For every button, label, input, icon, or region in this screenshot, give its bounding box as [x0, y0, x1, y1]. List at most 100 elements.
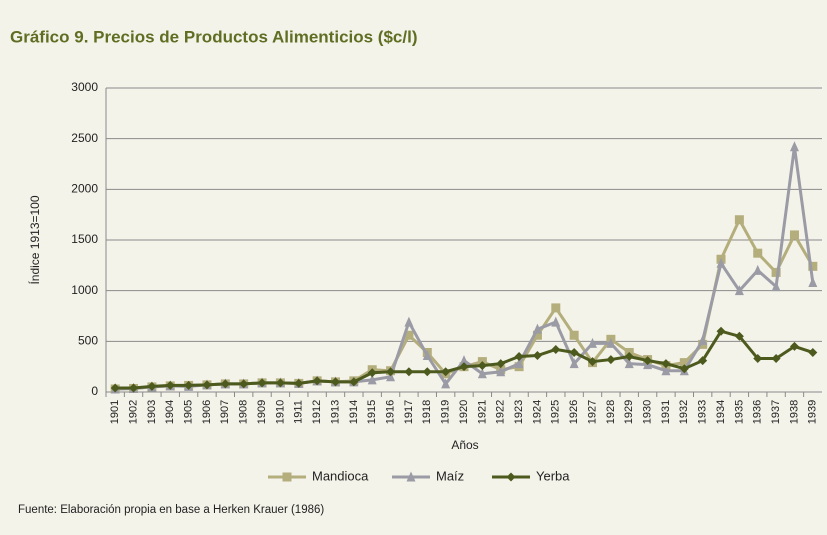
data-point [771, 267, 781, 277]
x-tick-label: 1920 [458, 400, 470, 424]
x-tick-label: 1927 [586, 400, 598, 424]
x-tick-label: 1914 [348, 400, 360, 424]
y-tick-label: 0 [91, 384, 98, 398]
y-tick-label: 1000 [71, 283, 98, 297]
x-tick-label: 1938 [788, 400, 800, 424]
data-point [165, 380, 175, 390]
data-point [496, 359, 506, 369]
x-tick-label: 1917 [403, 400, 415, 424]
data-point [386, 367, 396, 377]
data-point [477, 368, 487, 379]
data-point [771, 281, 781, 292]
data-point [312, 376, 322, 386]
x-tick-label: 1923 [513, 400, 525, 424]
data-point [679, 358, 689, 368]
x-tick-label: 1910 [274, 400, 286, 424]
x-tick-label: 1908 [238, 400, 250, 424]
x-tick-label: 1935 [733, 400, 745, 424]
x-tick-label: 1907 [219, 400, 231, 424]
x-tick-label: 1937 [770, 400, 782, 424]
x-tick-label: 1911 [293, 400, 305, 424]
x-tick-label: 1915 [366, 400, 378, 424]
data-point [624, 358, 634, 369]
x-tick-label: 1918 [421, 400, 433, 424]
x-tick-label: 1902 [127, 400, 139, 424]
data-point [147, 381, 157, 391]
data-point [129, 383, 139, 393]
data-point [771, 354, 781, 364]
x-axis-label: Años [451, 438, 478, 452]
x-tick-label: 1933 [697, 400, 709, 424]
data-point [349, 377, 359, 387]
data-point [330, 377, 340, 387]
data-point [808, 277, 818, 288]
data-point [422, 367, 432, 377]
data-point [753, 354, 763, 364]
legend-marker [506, 472, 516, 482]
data-point [551, 316, 561, 327]
data-point [257, 378, 267, 388]
data-point [294, 378, 304, 388]
data-point [789, 230, 799, 240]
x-tick-label: 1912 [311, 400, 323, 424]
legend-marker [406, 471, 416, 482]
data-point [551, 303, 561, 313]
data-point [367, 368, 377, 378]
x-tick-label: 1916 [384, 400, 396, 424]
legend-label: Yerba [536, 468, 570, 483]
x-tick-label: 1924 [531, 400, 543, 424]
data-point [716, 326, 726, 336]
x-tick-label: 1925 [550, 400, 562, 424]
data-point [698, 334, 708, 345]
source: Fuente: Elaboración propia en base a Her… [18, 504, 324, 516]
x-tick-label: 1926 [568, 400, 580, 424]
data-point [514, 358, 524, 369]
y-tick-label: 2500 [71, 131, 98, 145]
data-point [588, 337, 598, 348]
x-tick-label: 1930 [641, 400, 653, 424]
data-point [459, 362, 469, 372]
data-point [753, 248, 763, 258]
x-tick-label: 1919 [440, 400, 452, 424]
data-point [239, 379, 249, 389]
y-tick-label: 2000 [71, 182, 98, 196]
data-point [532, 330, 542, 340]
data-point [588, 357, 598, 367]
x-tick-label: 1901 [109, 400, 121, 424]
data-point [422, 350, 432, 361]
data-point [569, 347, 579, 357]
data-point [789, 141, 799, 152]
data-point [459, 355, 469, 366]
chart-title: Gráfico 9. Precios de Productos Alimenti… [10, 27, 418, 46]
x-tick-label: 1903 [146, 400, 158, 424]
data-point [734, 285, 744, 296]
x-tick-label: 1928 [605, 400, 617, 424]
x-tick-label: 1932 [678, 400, 690, 424]
x-tick-label: 1913 [329, 400, 341, 424]
data-point [441, 378, 451, 389]
data-point [606, 355, 616, 365]
data-point [551, 344, 561, 354]
data-point [220, 379, 230, 389]
x-tick-label: 1922 [495, 400, 507, 424]
data-point [477, 361, 487, 371]
data-point [110, 383, 120, 393]
data-point [496, 366, 506, 377]
data-point [404, 330, 414, 340]
data-point [532, 323, 542, 334]
y-tick-label: 3000 [71, 80, 98, 94]
data-point [698, 356, 708, 366]
legend-label: Maíz [436, 468, 464, 483]
x-tick-label: 1931 [660, 400, 672, 424]
data-point [808, 347, 818, 357]
x-tick-label: 1936 [752, 400, 764, 424]
data-point [606, 337, 616, 348]
y-axis-label: Índice 1913=100 [27, 195, 42, 284]
y-tick-label: 500 [78, 334, 98, 348]
data-point [643, 356, 653, 366]
x-tick-label: 1939 [807, 400, 819, 424]
data-point [532, 351, 542, 361]
data-point [514, 352, 524, 362]
